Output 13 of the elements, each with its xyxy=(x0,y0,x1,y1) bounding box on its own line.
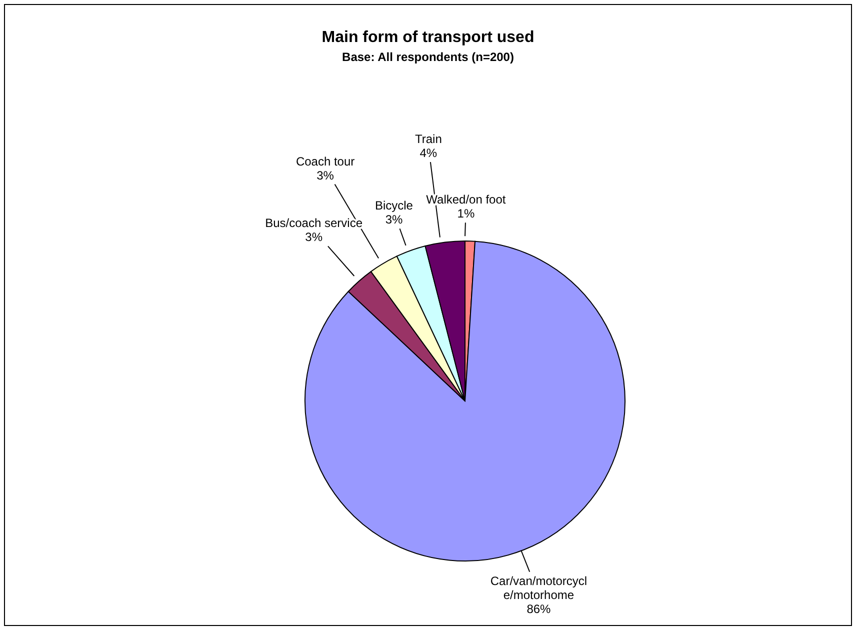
data-label: 3% xyxy=(385,212,403,227)
slice-label: Car/van/motorcycle/motorhome xyxy=(490,574,588,602)
pie-slice xyxy=(304,240,626,562)
data-label: 86% xyxy=(526,602,552,616)
slice-label: Coach tour xyxy=(296,154,355,168)
data-label: 3% xyxy=(305,230,323,244)
chart-subtitle: Base: All respondents (n=200) xyxy=(341,50,515,64)
slice-label: Train xyxy=(414,132,442,146)
data-label: 1% xyxy=(457,206,475,221)
slice-label: Bicycle xyxy=(374,198,414,213)
data-label: 3% xyxy=(316,168,334,182)
data-label: 4% xyxy=(420,146,438,160)
chart-title: Main form of transport used xyxy=(320,29,536,47)
